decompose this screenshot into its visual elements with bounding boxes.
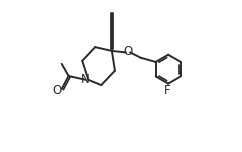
Text: O: O [123, 45, 132, 58]
Text: O: O [53, 84, 62, 97]
Text: N: N [81, 73, 89, 86]
Text: F: F [164, 84, 171, 97]
